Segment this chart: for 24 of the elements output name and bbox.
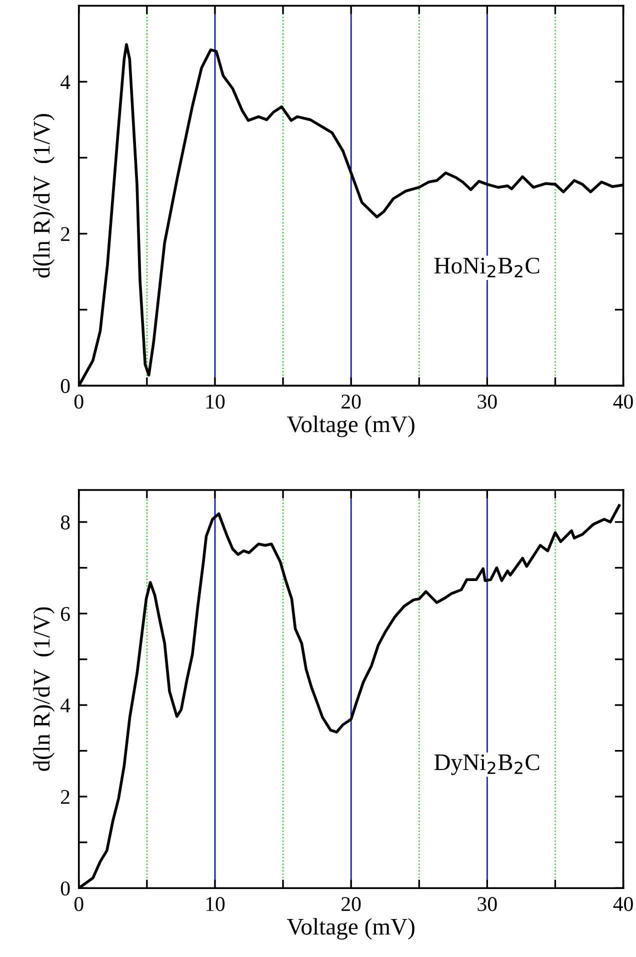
- y-tick-label: 0: [60, 379, 70, 394]
- x-tick-label: 30: [478, 394, 497, 409]
- x-tick-label: 20: [342, 394, 361, 409]
- x-tick-label: 10: [206, 897, 225, 912]
- x-tick-label: 40: [613, 897, 633, 912]
- x-tick-label: 40: [613, 394, 633, 409]
- y-tick-label: 4: [60, 698, 70, 712]
- y-tick-label: 2: [61, 227, 70, 241]
- y-tick-label: 6: [61, 606, 70, 621]
- annotation: HoNi$_{2}$B$_{2}$C: [434, 258, 540, 278]
- y-tick-label: 2: [61, 790, 70, 804]
- x-tick-label: 20: [342, 897, 361, 912]
- x-tick-label: 0: [74, 897, 84, 912]
- x-axis-title: Voltage (mV): [286, 918, 414, 940]
- x-tick-label: 10: [206, 394, 225, 409]
- y-axis-title: d(ln R)/dV (1/V): [33, 114, 55, 278]
- x-tick-label: 30: [478, 897, 497, 912]
- y-tick-label: 0: [60, 881, 70, 896]
- x-axis-title: Voltage (mV): [286, 416, 414, 438]
- x-tick-label: 0: [74, 394, 84, 409]
- y-axis-title: d(ln R)/dV (1/V): [33, 607, 55, 771]
- y-tick-label: 4: [60, 75, 70, 89]
- y-tick-label: 8: [60, 515, 70, 530]
- annotation: DyNi$_{2}$B$_{2}$C: [434, 754, 540, 776]
